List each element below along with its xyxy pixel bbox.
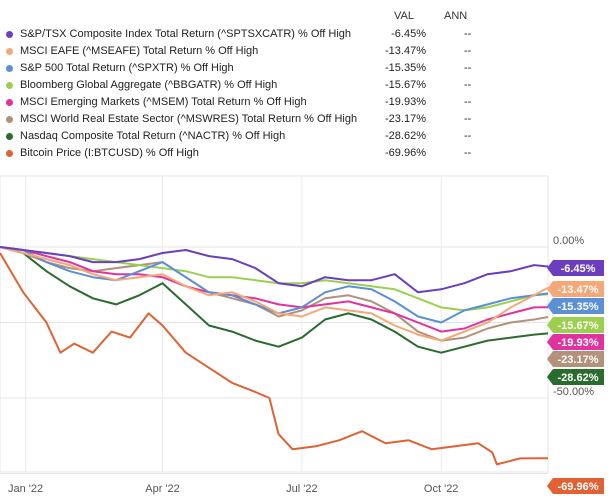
- end-value-badge: -15.35%: [547, 298, 604, 314]
- legend-item[interactable]: Bloomberg Global Aggregate (^BBGATR) % O…: [6, 77, 476, 94]
- legend-dot: [6, 48, 13, 55]
- legend-item-ann: --: [464, 147, 472, 159]
- legend-item-name: Bitcoin Price (I:BTCUSD) % Off High: [20, 147, 199, 159]
- series-line: [0, 246, 549, 354]
- y-tick-label: 0.00%: [553, 235, 584, 247]
- end-value-badge-text: -19.93%: [558, 337, 599, 349]
- end-value-badge: -28.62%: [547, 369, 604, 385]
- end-value-badge-text: -15.35%: [558, 301, 599, 313]
- legend-item-ann: --: [464, 28, 472, 40]
- legend-item[interactable]: S&P/TSX Composite Index Total Return (^S…: [6, 26, 476, 43]
- series-line: [0, 246, 549, 333]
- legend-item-ann: --: [464, 113, 472, 125]
- end-value-badge: -6.45%: [547, 260, 604, 276]
- legend-item-name: S&P/TSX Composite Index Total Return (^S…: [20, 28, 352, 40]
- end-value-badge-text: -6.45%: [561, 263, 596, 275]
- legend-item-value: -15.35%: [385, 62, 426, 74]
- y-axis: 0.00% -50.00%: [553, 235, 594, 398]
- legend-dot: [6, 31, 13, 38]
- legend-item-name: MSCI Emerging Markets (^MSEM) Total Retu…: [20, 96, 307, 108]
- legend-item-value: -23.17%: [385, 113, 426, 125]
- legend-item-value: -28.62%: [385, 130, 426, 142]
- x-tick-label: Jan '22: [8, 483, 43, 495]
- end-value-badge-text: -15.67%: [558, 320, 599, 332]
- legend-dot: [6, 133, 13, 140]
- legend-dot: [6, 99, 13, 106]
- legend-item-ann: --: [464, 45, 472, 57]
- y-tick-label: -50.00%: [553, 386, 594, 398]
- legend-item-value: -13.47%: [385, 45, 426, 57]
- legend-item-value: -69.96%: [385, 147, 426, 159]
- plot-area: [0, 175, 549, 473]
- x-tick-label: Apr '22: [145, 483, 180, 495]
- legend-item-name: MSCI EAFE (^MSEAFE) Total Return % Off H…: [20, 45, 259, 57]
- series-line: [0, 246, 549, 294]
- legend-item-name: MSCI World Real Estate Sector (^MSWRES) …: [20, 113, 358, 125]
- end-value-badge-shape: [547, 260, 604, 276]
- legend-item-value: -15.67%: [385, 79, 426, 91]
- legend-dot: [6, 150, 13, 157]
- end-value-badge-text: -28.62%: [558, 372, 599, 384]
- end-value-badge-shape: [547, 281, 604, 297]
- end-value-badge: -15.67%: [547, 317, 604, 333]
- legend-item[interactable]: Nasdaq Composite Total Return (^NACTR) %…: [6, 128, 476, 145]
- end-value-badge: -69.96%: [547, 478, 604, 494]
- legend-item-ann: --: [464, 79, 472, 91]
- end-value-badge: -19.93%: [547, 334, 604, 350]
- legend-item[interactable]: S&P 500 Total Return (^SPXTR) % Off High…: [6, 60, 476, 77]
- legend-item-ann: --: [464, 96, 472, 108]
- legend-item[interactable]: Bitcoin Price (I:BTCUSD) % Off High -69.9…: [6, 145, 476, 162]
- legend-item[interactable]: MSCI Emerging Markets (^MSEM) Total Retu…: [6, 94, 476, 111]
- legend-header-val: VAL: [394, 10, 414, 22]
- end-value-badge-text: -13.47%: [558, 284, 599, 296]
- legend-item-ann: --: [464, 62, 472, 74]
- x-tick-label: Jul '22: [286, 483, 317, 495]
- legend-dot: [6, 82, 13, 89]
- end-value-badge-shape: [547, 478, 604, 494]
- end-value-badge-shape: [547, 351, 604, 367]
- end-value-badge-shape: [547, 317, 604, 333]
- end-value-badge-text: -69.96%: [558, 481, 599, 493]
- series-line: [0, 252, 549, 466]
- legend-dot: [6, 116, 13, 123]
- series-line: [0, 246, 549, 342]
- end-value-badge-shape: [547, 298, 604, 314]
- end-value-labels: -6.45% -13.47% -15.35% -15.67% -19.93% -23.17…: [547, 260, 604, 494]
- gridlines: [0, 176, 548, 474]
- series-lines: [0, 246, 549, 466]
- legend-item-ann: --: [464, 130, 472, 142]
- legend-header-ann: ANN: [444, 10, 468, 22]
- legend-item[interactable]: MSCI World Real Estate Sector (^MSWRES) …: [6, 111, 476, 128]
- legend-item[interactable]: MSCI EAFE (^MSEAFE) Total Return % Off H…: [6, 43, 476, 60]
- end-value-badge-text: -23.17%: [558, 354, 599, 366]
- legend-item-value: -6.45%: [391, 28, 426, 40]
- end-value-badge: -13.47%: [547, 281, 604, 297]
- legend-dot: [6, 65, 13, 72]
- end-value-badge: -23.17%: [547, 351, 604, 367]
- x-axis: Jan '22 Apr '22 Jul '22 Oct '22: [8, 483, 458, 495]
- legend: VAL ANN S&P/TSX Composite Index Total Re…: [0, 0, 614, 170]
- legend-item-name: Nasdaq Composite Total Return (^NACTR) %…: [20, 130, 286, 142]
- end-value-badge-shape: [547, 369, 604, 385]
- legend-item-name: S&P 500 Total Return (^SPXTR) % Off High: [20, 62, 234, 74]
- legend-item-value: -19.93%: [385, 96, 426, 108]
- legend-item-name: Bloomberg Global Aggregate (^BBGATR) % O…: [20, 79, 278, 91]
- x-tick-label: Oct '22: [424, 483, 459, 495]
- end-value-badge-shape: [547, 334, 604, 350]
